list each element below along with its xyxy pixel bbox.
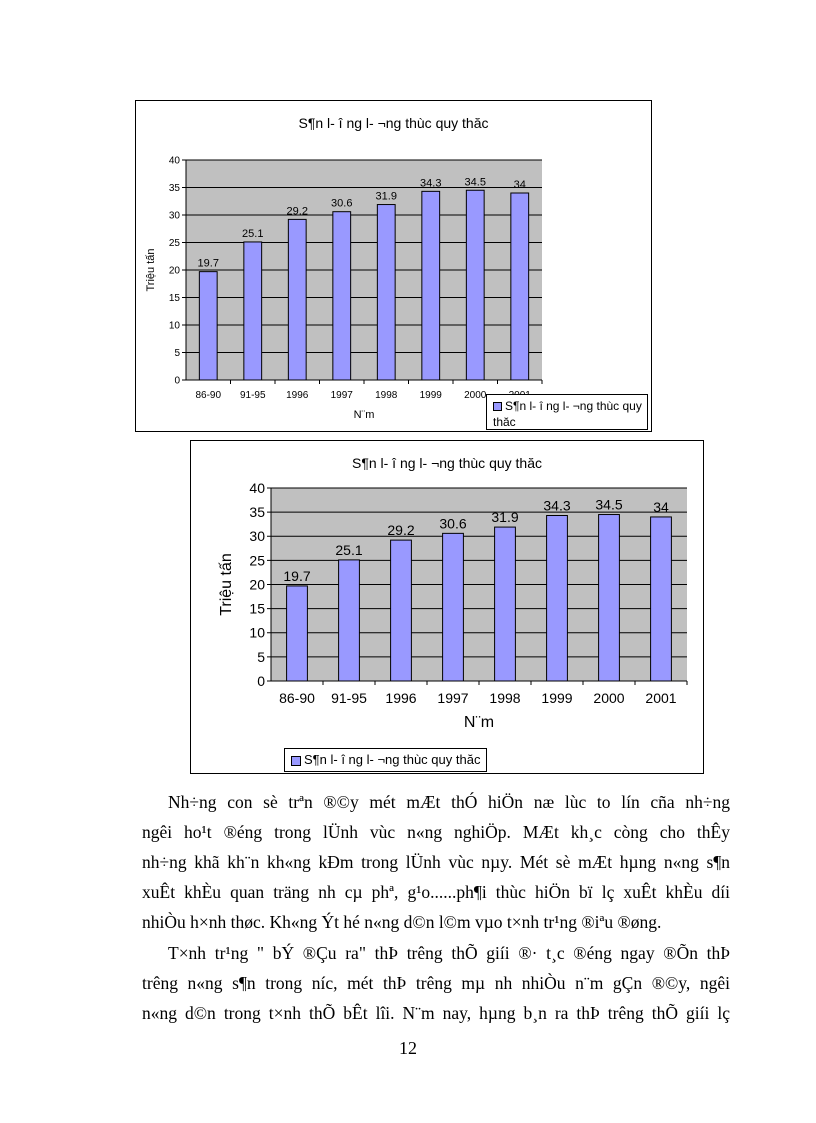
bar — [442, 532, 464, 682]
chart-2-legend: S¶n l- î ng l- ¬ng thùc quy thăc — [284, 748, 487, 772]
data-label: 34.3 — [543, 498, 570, 514]
data-label: 34.5 — [595, 497, 622, 513]
x-tick-label: 1999 — [420, 390, 443, 401]
chart-1-legend: S¶n l- î ng l- ¬ng thùc quy thăc — [486, 394, 648, 430]
page-number: 12 — [399, 1038, 417, 1058]
x-tick-label: 91-95 — [331, 690, 367, 706]
x-tick-label: 2001 — [645, 690, 676, 706]
x-tick-label: 86-90 — [279, 690, 315, 706]
data-label: 25.1 — [242, 228, 263, 240]
data-label: 19.7 — [283, 568, 310, 584]
paragraph-2-line: n«ng d©n trong t×nh thÕ bÊt lîi. N¨m nay… — [142, 1003, 730, 1023]
x-tick-label: 1997 — [331, 390, 354, 401]
chart-2-title: S¶n l- î ng l- ¬ng thùc quy thăc — [351, 455, 542, 471]
bar — [494, 526, 516, 682]
x-tick-label: 2000 — [593, 690, 624, 706]
y-axis-title: Triệu tấn — [218, 553, 235, 616]
bar — [338, 559, 360, 682]
data-label: 25.1 — [335, 542, 362, 558]
bar — [650, 516, 672, 682]
y-tick-label: 15 — [249, 601, 265, 617]
y-tick-label: 20 — [249, 576, 265, 592]
data-label: 31.9 — [491, 509, 518, 525]
bar — [332, 211, 352, 381]
y-tick-label: 15 — [169, 293, 181, 304]
y-tick-label: 0 — [174, 376, 180, 387]
x-tick-label: 1997 — [437, 690, 468, 706]
data-label: 29.2 — [287, 205, 308, 217]
y-tick-label: 25 — [249, 552, 265, 568]
data-label: 34.5 — [465, 176, 486, 188]
y-axis-title: Triệu tấn — [145, 248, 157, 291]
bar — [421, 190, 441, 381]
paragraph-1-line: Nh÷ng con sè trªn ®©y mét mÆt thÓ hiÖn n… — [168, 792, 730, 812]
data-label: 29.2 — [387, 522, 414, 538]
bar — [243, 241, 263, 381]
y-tick-label: 35 — [249, 504, 265, 520]
y-tick-label: 40 — [249, 480, 265, 496]
bar — [390, 539, 412, 682]
y-tick-label: 25 — [169, 238, 181, 249]
data-label: 19.7 — [198, 258, 219, 270]
y-tick-label: 35 — [169, 183, 181, 194]
paragraph-1-line: nh÷ng khã kh¨n kh«ng kÐm trong lÜnh vùc … — [142, 852, 730, 872]
x-tick-label: 1999 — [541, 690, 572, 706]
x-axis-title: N¨m — [354, 409, 375, 421]
data-label: 30.6 — [439, 515, 466, 531]
x-tick-label: 1996 — [385, 690, 416, 706]
bar — [510, 192, 530, 381]
legend-swatch — [291, 755, 301, 766]
chart-1: 0 5 10 15 20 25 30 35 40 19.7 86-90 25.1 91-95 29.2 19… — [135, 100, 652, 432]
x-tick-label: 1996 — [286, 390, 309, 401]
bar — [287, 218, 307, 381]
paragraph-1-line: nhiÒu h×nh thøc. Kh«ng Ýt hé n«ng d©n l©… — [142, 912, 662, 932]
bar — [546, 515, 568, 682]
y-tick-label: 10 — [169, 321, 181, 332]
chart-1-title: S¶n l- î ng l- ¬ng thùc quy thăc — [298, 115, 489, 131]
bar — [376, 204, 396, 381]
y-tick-label: 40 — [169, 156, 181, 167]
bar — [598, 514, 620, 682]
data-label: 31.9 — [376, 191, 397, 203]
data-label: 34 — [514, 179, 526, 191]
x-tick-label: 2000 — [464, 390, 487, 401]
legend-swatch — [493, 402, 502, 412]
bar — [198, 271, 218, 381]
paragraph-1-line: xuÊt khÈu quan träng nh cµ phª, g¹o.....… — [142, 882, 730, 902]
bar — [286, 585, 308, 682]
paragraph-1-line: ngêi ho¹t ®éng trong lÜnh vùc n«ng nghiÖ… — [142, 822, 730, 842]
legend-label: S¶n l- î ng l- ¬ng thùc quy thăc — [493, 399, 642, 429]
x-tick-label: 91-95 — [240, 390, 266, 401]
x-axis-title: N¨m — [464, 714, 494, 731]
chart-2: 0 5 10 15 20 25 30 35 40 19.7 86-90 25.1 91-95 29.2 19… — [190, 440, 704, 774]
y-tick-label: 0 — [257, 673, 265, 689]
y-tick-label: 5 — [257, 649, 265, 665]
x-tick-label: 86-90 — [195, 390, 221, 401]
legend-label: S¶n l- î ng l- ¬ng thùc quy thăc — [304, 752, 481, 767]
paragraph-2-line: trêng n«ng s¶n trong níc, mét thÞ trêng … — [142, 973, 730, 993]
data-label: 34 — [653, 499, 669, 515]
y-tick-label: 30 — [249, 528, 265, 544]
paragraph-2-line: T×nh tr¹ng " bÝ ®Çu ra" thÞ trêng thÕ gi… — [168, 943, 730, 963]
y-tick-label: 5 — [174, 348, 180, 359]
chart-1-svg: 0 5 10 15 20 25 30 35 40 19.7 86-90 25.1 91-95 29.2 19… — [145, 156, 543, 421]
y-tick-label: 20 — [169, 266, 181, 277]
data-label: 34.3 — [420, 177, 441, 189]
y-tick-label: 30 — [169, 211, 181, 222]
bar — [465, 189, 485, 381]
x-tick-label: 1998 — [375, 390, 398, 401]
y-tick-label: 10 — [249, 625, 265, 641]
x-tick-label: 1998 — [489, 690, 520, 706]
data-label: 30.6 — [331, 198, 352, 210]
chart-2-svg: 0 5 10 15 20 25 30 35 40 19.7 86-90 25.1 91-95 29.2 19… — [218, 480, 688, 731]
